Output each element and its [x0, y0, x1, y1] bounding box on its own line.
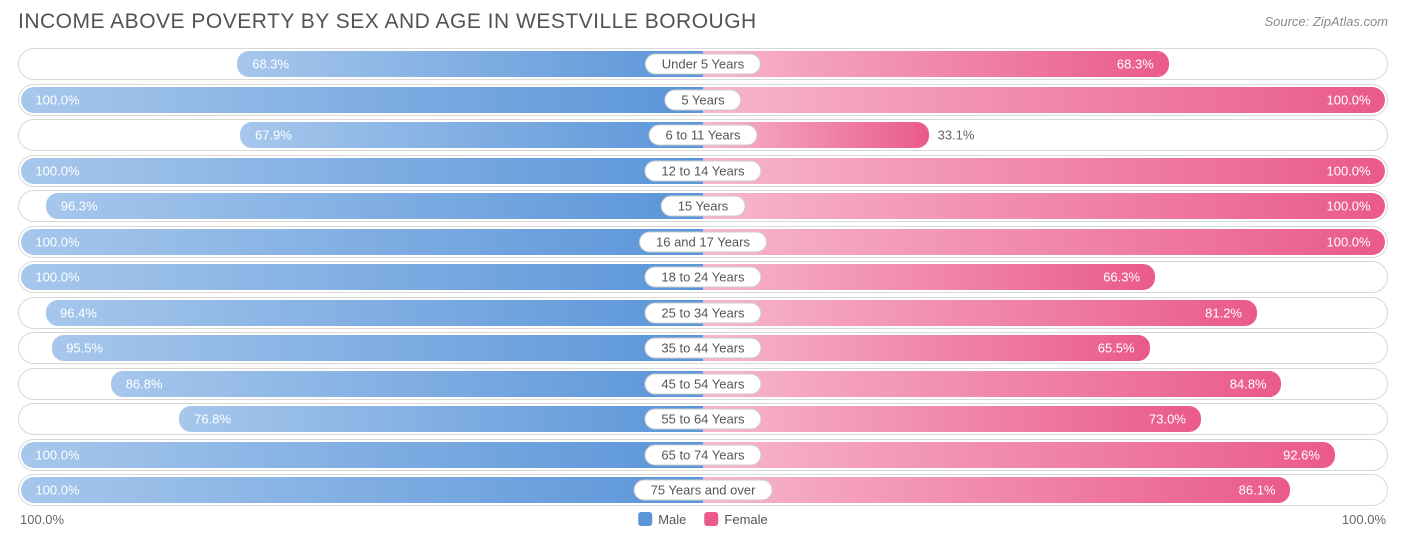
bar-female: [703, 87, 1385, 113]
value-label-female: 66.3%: [1103, 270, 1140, 285]
chart-row: 96.4% 81.2% 25 to 34 Years: [18, 297, 1388, 329]
chart-row: 100.0% 100.0% 16 and 17 Years: [18, 226, 1388, 258]
bar-female: [703, 477, 1290, 503]
legend-swatch: [638, 512, 652, 526]
bar-male: [21, 442, 703, 468]
bar-female: [703, 300, 1257, 326]
value-label-male: 67.9%: [255, 128, 292, 143]
bar-female: [703, 264, 1155, 290]
bar-female: [703, 371, 1281, 397]
chart-row: 68.3% 68.3% Under 5 Years: [18, 48, 1388, 80]
value-label-male: 96.3%: [61, 199, 98, 214]
axis-label-left: 100.0%: [20, 512, 64, 527]
value-label-female: 100.0%: [1327, 199, 1371, 214]
bar-female: [703, 335, 1150, 361]
bar-male: [46, 193, 703, 219]
value-label-female: 100.0%: [1327, 234, 1371, 249]
bar-female: [703, 442, 1335, 468]
legend-label: Female: [724, 512, 767, 527]
category-label: 25 to 34 Years: [644, 302, 761, 323]
bar-female: [703, 51, 1169, 77]
value-label-female: 84.8%: [1230, 376, 1267, 391]
value-label-female: 73.0%: [1149, 412, 1186, 427]
chart-row: 100.0% 66.3% 18 to 24 Years: [18, 261, 1388, 293]
value-label-female: 86.1%: [1239, 483, 1276, 498]
value-label-male: 76.8%: [194, 412, 231, 427]
value-label-male: 96.4%: [60, 305, 97, 320]
bar-male: [111, 371, 703, 397]
chart-row: 100.0% 100.0% 12 to 14 Years: [18, 155, 1388, 187]
value-label-male: 100.0%: [35, 163, 79, 178]
bar-female: [703, 193, 1385, 219]
chart-row: 100.0% 92.6% 65 to 74 Years: [18, 439, 1388, 471]
bar-male: [21, 158, 703, 184]
chart-row: 96.3% 100.0% 15 Years: [18, 190, 1388, 222]
value-label-female: 65.5%: [1098, 341, 1135, 356]
bar-male: [52, 335, 703, 361]
bar-female: [703, 158, 1385, 184]
category-label: 75 Years and over: [634, 480, 773, 501]
value-label-male: 100.0%: [35, 92, 79, 107]
chart-row: 100.0% 100.0% 5 Years: [18, 84, 1388, 116]
bar-male: [240, 122, 703, 148]
chart-area: 68.3% 68.3% Under 5 Years 100.0% 100.0% 5 Yea…: [18, 48, 1388, 506]
category-label: Under 5 Years: [645, 54, 761, 75]
value-label-male: 100.0%: [35, 234, 79, 249]
axis-row: 100.0% Male Female 100.0%: [18, 510, 1388, 532]
value-label-female: 100.0%: [1327, 163, 1371, 178]
value-label-male: 100.0%: [35, 447, 79, 462]
category-label: 15 Years: [661, 196, 746, 217]
value-label-female: 81.2%: [1205, 305, 1242, 320]
value-label-male: 100.0%: [35, 483, 79, 498]
bar-male: [237, 51, 703, 77]
category-label: 6 to 11 Years: [649, 125, 758, 146]
value-label-female: 33.1%: [938, 128, 975, 143]
value-label-male: 86.8%: [126, 376, 163, 391]
category-label: 35 to 44 Years: [644, 338, 761, 359]
legend-label: Male: [658, 512, 686, 527]
bar-male: [21, 477, 703, 503]
axis-label-right: 100.0%: [1342, 512, 1386, 527]
category-label: 18 to 24 Years: [644, 267, 761, 288]
category-label: 5 Years: [664, 89, 741, 110]
value-label-male: 68.3%: [252, 57, 289, 72]
chart-container: INCOME ABOVE POVERTY BY SEX AND AGE IN W…: [0, 0, 1406, 559]
category-label: 16 and 17 Years: [639, 231, 767, 252]
bar-male: [21, 264, 703, 290]
legend-item: Male: [638, 512, 686, 527]
chart-row: 86.8% 84.8% 45 to 54 Years: [18, 368, 1388, 400]
chart-header: INCOME ABOVE POVERTY BY SEX AND AGE IN W…: [18, 10, 1388, 40]
value-label-male: 95.5%: [66, 341, 103, 356]
chart-row: 95.5% 65.5% 35 to 44 Years: [18, 332, 1388, 364]
value-label-male: 100.0%: [35, 270, 79, 285]
value-label-female: 100.0%: [1327, 92, 1371, 107]
bar-female: [703, 406, 1201, 432]
category-label: 55 to 64 Years: [644, 409, 761, 430]
bar-male: [179, 406, 703, 432]
legend-item: Female: [704, 512, 767, 527]
chart-legend: Male Female: [638, 512, 768, 527]
chart-row: 100.0% 86.1% 75 Years and over: [18, 474, 1388, 506]
bar-male: [21, 87, 703, 113]
bar-male: [46, 300, 703, 326]
chart-row: 76.8% 73.0% 55 to 64 Years: [18, 403, 1388, 435]
category-label: 12 to 14 Years: [644, 160, 761, 181]
bar-male: [21, 229, 703, 255]
category-label: 65 to 74 Years: [644, 444, 761, 465]
bar-female: [703, 229, 1385, 255]
chart-source: Source: ZipAtlas.com: [1264, 14, 1388, 29]
category-label: 45 to 54 Years: [644, 373, 761, 394]
value-label-female: 68.3%: [1117, 57, 1154, 72]
chart-row: 67.9% 33.1% 6 to 11 Years: [18, 119, 1388, 151]
chart-title: INCOME ABOVE POVERTY BY SEX AND AGE IN W…: [18, 10, 757, 34]
value-label-female: 92.6%: [1283, 447, 1320, 462]
legend-swatch: [704, 512, 718, 526]
